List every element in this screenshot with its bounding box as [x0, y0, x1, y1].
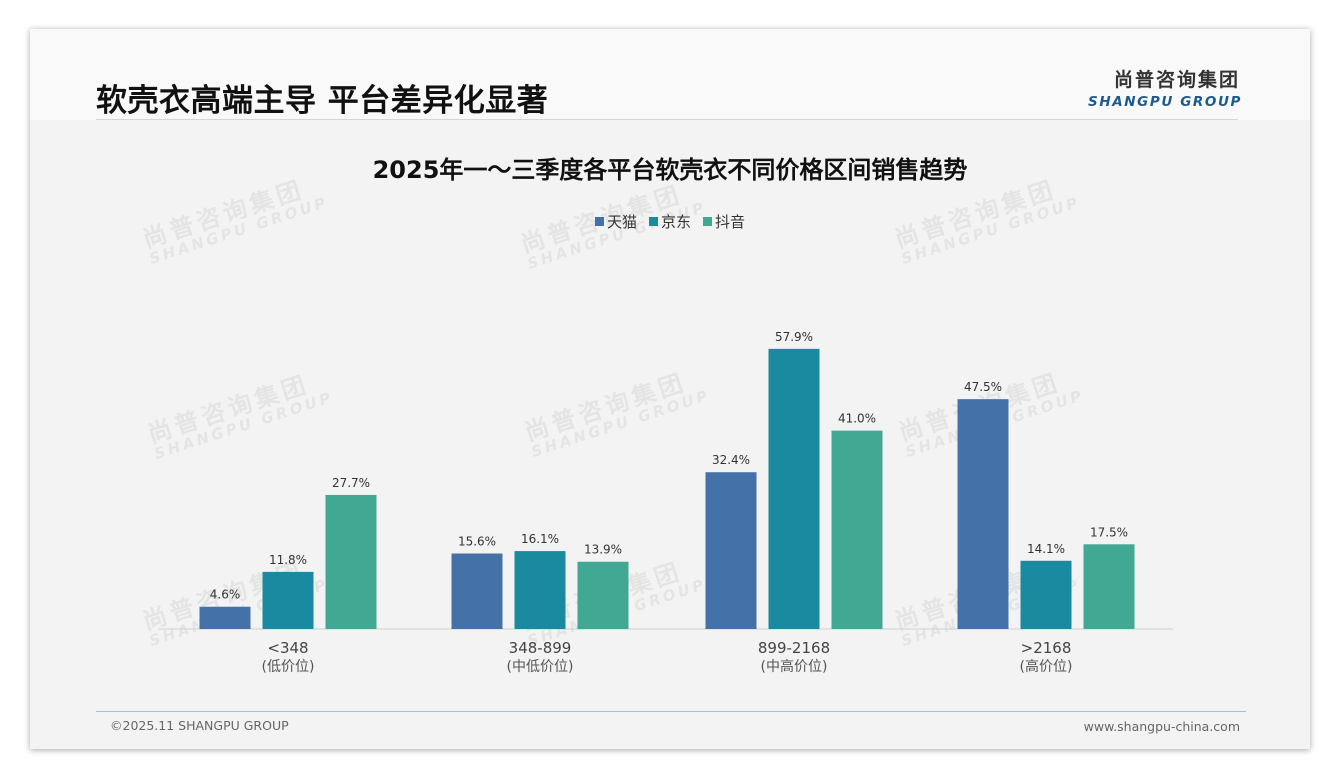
footer-divider [96, 711, 1246, 712]
chart-legend: 天猫 京东 抖音 [30, 211, 1310, 232]
bar-京东-2 [768, 348, 820, 629]
data-label: 14.1% [1027, 542, 1065, 556]
company-logo: 尚普咨询集团 SHANGPU GROUP [1088, 65, 1240, 110]
data-label: 47.5% [964, 380, 1002, 394]
page-title: 软壳衣高端主导 平台差异化显著 [96, 83, 549, 119]
x-tick-sublabel: (中高价位) [761, 658, 828, 675]
x-tick-label: 899-2168 [758, 639, 830, 657]
footer-website: www.shangpu-china.com [1083, 719, 1240, 734]
footer-copyright: ©2025.11 SHANGPU GROUP [110, 718, 289, 733]
data-label: 16.1% [521, 532, 559, 546]
legend-swatch-douyin [703, 217, 712, 226]
data-label: 57.9% [775, 330, 813, 344]
slide: 尚普咨询集团 SHANGPU GROUP 尚普咨询集团 SHANGPU GROUP 尚普… [30, 29, 1310, 749]
legend-label-douyin: 抖音 [715, 213, 746, 231]
x-tick-label: >2168 [1021, 639, 1072, 657]
chart-title: 2025年一～三季度各平台软壳衣不同价格区间销售趋势 [372, 156, 968, 184]
bar-京东-1 [514, 551, 566, 629]
legend-label-jd: 京东 [660, 213, 691, 231]
bar-chart: 4.6% 11.8% 27.7% <348 (低价位) 15.6% 16.1% 13.9% 34… [158, 330, 1173, 675]
bar-天猫-0 [199, 606, 251, 629]
legend-item-tmall: 天猫 [594, 211, 637, 232]
title-divider [96, 119, 1238, 120]
bar-天猫-1 [451, 553, 503, 629]
bar-天猫-2 [705, 472, 757, 629]
logo-cn-text: 尚普咨询集团 [1113, 69, 1240, 91]
legend-item-douyin: 抖音 [703, 211, 745, 232]
data-label: 41.0% [838, 412, 876, 426]
legend-item-jd: 京东 [648, 211, 691, 232]
legend-label-tmall: 天猫 [606, 213, 637, 231]
logo-en-text: SHANGPU GROUP [1088, 94, 1243, 110]
data-label: 27.7% [332, 476, 370, 490]
x-tick-sublabel: (高价位) [1020, 658, 1073, 675]
x-tick-label: 348-899 [509, 639, 572, 657]
x-tick-sublabel: (中低价位) [507, 659, 574, 675]
bar-天猫-3 [957, 399, 1009, 629]
data-label: 32.4% [712, 453, 750, 467]
bar-抖音-3 [1083, 544, 1135, 629]
data-label: 11.8% [269, 553, 307, 567]
header-band [30, 29, 1310, 120]
legend-swatch-jd [648, 217, 658, 226]
bar-京东-0 [262, 571, 314, 629]
bar-抖音-1 [577, 561, 629, 629]
data-label: 13.9% [584, 543, 622, 557]
data-label: 15.6% [458, 535, 496, 549]
bar-京东-3 [1020, 560, 1072, 629]
bar-抖音-2 [831, 430, 883, 629]
x-tick-label: <348 [267, 639, 308, 657]
bar-抖音-0 [325, 494, 377, 629]
legend-swatch-tmall [594, 217, 604, 226]
x-tick-sublabel: (低价位) [262, 659, 315, 675]
data-label: 4.6% [210, 588, 241, 602]
data-label: 17.5% [1090, 525, 1128, 539]
